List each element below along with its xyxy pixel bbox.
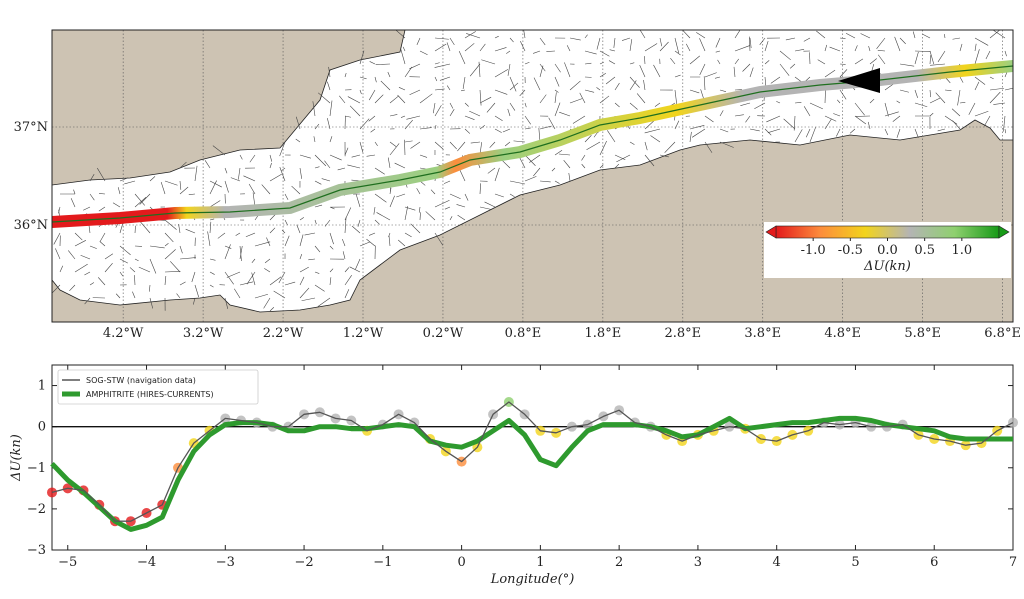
y-tick-label: 36°N	[14, 218, 48, 233]
data-point	[47, 487, 57, 497]
x-tick-label: −1	[373, 555, 392, 570]
x-tick-label: 3	[694, 555, 702, 570]
y-axis-label: ΔU(kn)	[9, 434, 24, 482]
x-tick-label: 1.2°W	[343, 326, 384, 341]
x-tick-label: −2	[294, 555, 313, 570]
x-tick-label: 0.8°E	[505, 326, 542, 341]
x-tick-label: 3.2°W	[183, 326, 224, 341]
x-tick-label: 2.2°W	[263, 326, 304, 341]
y-tick-label: 0	[38, 420, 46, 435]
x-tick-label: 4	[773, 555, 781, 570]
x-tick-label: 2	[615, 555, 623, 570]
x-tick-label: 2.8°E	[664, 326, 701, 341]
x-tick-label: 6.8°E	[984, 326, 1021, 341]
x-tick-label: −4	[137, 555, 156, 570]
x-tick-label: 4.2°W	[103, 326, 144, 341]
y-tick-label: −2	[27, 502, 46, 517]
colorbar-tick-label: -0.5	[838, 243, 863, 258]
x-tick-label: 5	[851, 555, 859, 570]
data-point	[1008, 418, 1018, 428]
y-tick-label: −1	[27, 461, 46, 476]
x-tick-label: 3.8°E	[744, 326, 781, 341]
x-tick-label: 0	[457, 555, 465, 570]
legend-label: SOG-STW (navigation data)	[86, 376, 196, 385]
colorbar-tick-label: 0.5	[914, 243, 935, 258]
colorbar-label: ΔU(kn)	[863, 259, 911, 274]
x-tick-label: 0.2°W	[423, 326, 464, 341]
y-tick-label: −3	[27, 543, 46, 558]
colorbar-ramp	[776, 226, 999, 238]
x-tick-label: 5.8°E	[904, 326, 941, 341]
x-tick-label: 7	[1009, 555, 1017, 570]
x-tick-label: 1	[536, 555, 544, 570]
x-tick-label: −5	[58, 555, 77, 570]
x-tick-label: 6	[930, 555, 938, 570]
colorbar-tick-label: 1.0	[951, 243, 972, 258]
x-axis-label: Longitude(°)	[490, 572, 575, 587]
legend-label: AMPHITRITE (HIRES-CURRENTS)	[86, 390, 214, 399]
colorbar: -1.0 -0.5 0.0 0.5 1.0 ΔU(kn)	[764, 222, 1011, 278]
line-plot: −5 −4 −3 −2 −1 0 1 2 3 4 5 6 7 −3 −2 −1 0 1 Longitude(°) ΔU…	[9, 365, 1018, 587]
y-tick-label: 37°N	[14, 120, 48, 135]
y-tick-label: 1	[38, 379, 46, 394]
x-tick-label: 1.8°E	[585, 326, 622, 341]
colorbar-tick-label: 0.0	[877, 243, 898, 258]
x-tick-label: −3	[216, 555, 235, 570]
x-tick-label: 4.8°E	[824, 326, 861, 341]
colorbar-tick-label: -1.0	[801, 243, 826, 258]
